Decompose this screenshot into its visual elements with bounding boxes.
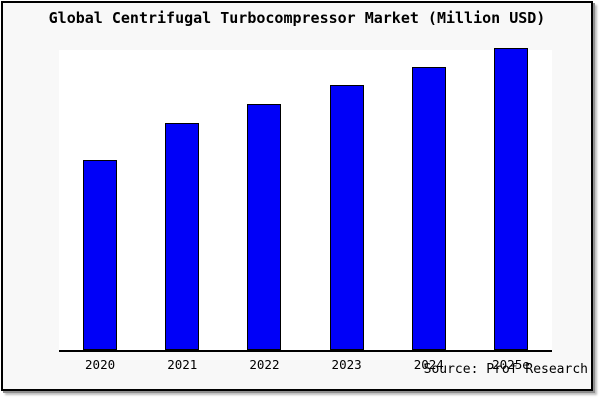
x-axis-tick-labels: 2020 2021 2022 2023 2024 2025e [59, 357, 552, 372]
bar-band [470, 48, 552, 350]
bar-band [59, 50, 141, 350]
x-tick-label-2025e: 2025e [492, 357, 530, 372]
bar-band [141, 50, 223, 350]
bar-2025e [493, 48, 528, 350]
bars-container [59, 48, 552, 350]
chart-title: Global Centrifugal Turbocompressor Marke… [48, 9, 546, 27]
bar-2021 [165, 122, 200, 350]
x-tick-label-2024: 2024 [413, 357, 444, 372]
x-tick-label-2020: 2020 [85, 357, 116, 372]
source-credit: Source: Prof Research [423, 362, 588, 377]
bar-2020 [83, 159, 118, 350]
bar-band [223, 50, 305, 350]
bar-2024 [411, 66, 446, 350]
bar-2022 [247, 103, 282, 350]
bar-2023 [329, 84, 364, 350]
x-tick-label-2021: 2021 [167, 357, 198, 372]
bar-band [388, 50, 470, 350]
x-tick-label-2023: 2023 [331, 357, 362, 372]
x-tick-label-2022: 2022 [249, 357, 280, 372]
plot-area [59, 48, 552, 352]
chart-frame: Global Centrifugal Turbocompressor Marke… [1, 1, 593, 391]
bar-band [306, 50, 388, 350]
